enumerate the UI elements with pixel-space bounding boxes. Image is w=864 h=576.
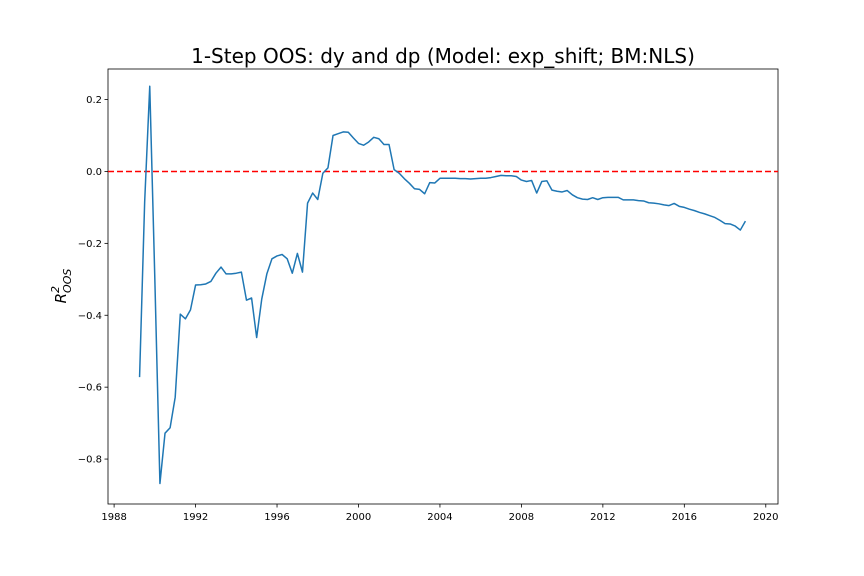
y-tick-label: −0.4 — [78, 311, 102, 322]
y-axis-label-sup: 2 — [49, 286, 62, 293]
series-line — [138, 85, 747, 485]
y-tick-label: −0.2 — [78, 239, 102, 250]
x-tick-label: 1988 — [101, 512, 126, 523]
x-tick-label: 1992 — [183, 512, 208, 523]
x-tick-label: 2012 — [590, 512, 615, 523]
x-tick-label: 1996 — [264, 512, 289, 523]
x-axis: 1988 1992 1996 2000 2004 2008 2012 2016 2020 — [101, 504, 779, 523]
plot-frame — [107, 68, 779, 505]
y-axis-label: R2OOS — [49, 269, 74, 304]
x-tick-label: 2008 — [509, 512, 534, 523]
y-tick-label: 0.2 — [86, 95, 102, 106]
plot-area — [107, 68, 779, 505]
y-tick-label: 0.0 — [86, 167, 102, 178]
x-tick-label: 2020 — [753, 512, 778, 523]
y-axis-label-sub: OOS — [61, 269, 74, 293]
y-tick-label: −0.8 — [78, 455, 102, 466]
series-layer — [138, 85, 747, 485]
x-tick-label: 2004 — [427, 512, 452, 523]
x-tick-label: 2000 — [346, 512, 371, 523]
y-tick-label: −0.6 — [78, 383, 102, 394]
chart-title: 1-Step OOS: dy and dp (Model: exp_shift;… — [191, 44, 695, 68]
x-tick-label: 2016 — [672, 512, 697, 523]
y-axis-label-base: R — [52, 293, 70, 303]
y-axis: 0.2 0.0 −0.2 −0.4 −0.6 −0.8 — [78, 95, 108, 466]
